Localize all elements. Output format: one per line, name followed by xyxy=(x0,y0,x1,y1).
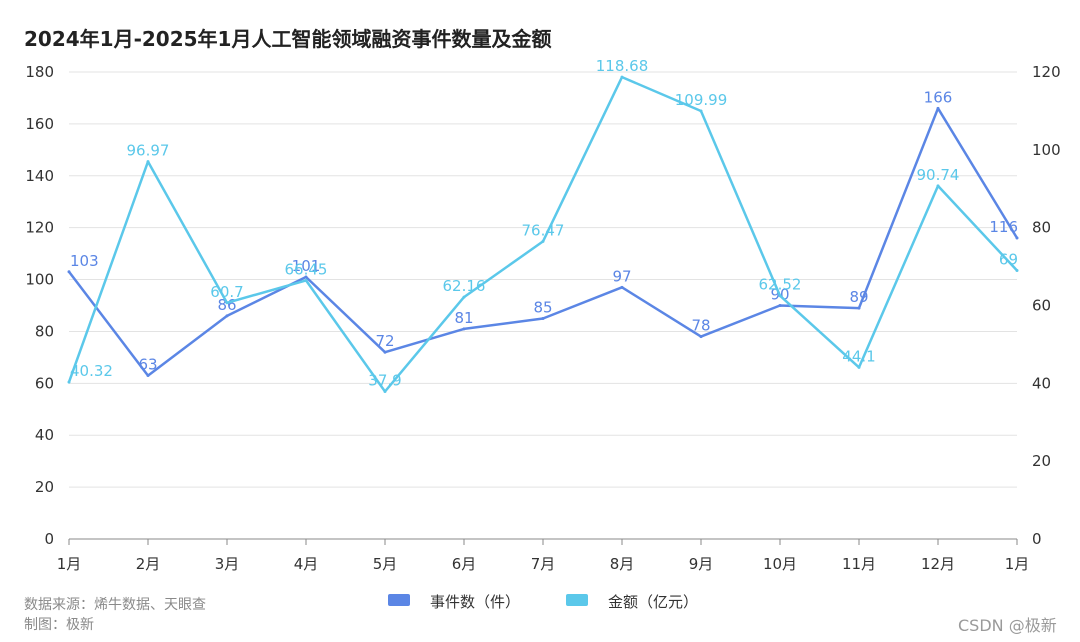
data-label: 62.52 xyxy=(759,276,802,294)
x-tick-label: 3月 xyxy=(215,555,240,573)
data-label: 72 xyxy=(375,332,394,350)
data-label: 44.1 xyxy=(842,347,875,365)
data-label: 37.9 xyxy=(368,372,401,390)
data-point xyxy=(778,304,782,307)
data-point xyxy=(383,390,387,394)
data-source-note: 数据来源：烯牛数据、天眼查 xyxy=(24,597,206,613)
legend-swatch-events xyxy=(388,594,410,606)
y-right-tick-label: 60 xyxy=(1032,297,1051,315)
x-tick-label: 8月 xyxy=(610,555,635,573)
x-tick-label: 10月 xyxy=(763,555,797,573)
data-label: 118.68 xyxy=(596,57,649,75)
data-point xyxy=(1015,236,1019,240)
data-point xyxy=(462,295,466,299)
data-point xyxy=(304,275,308,279)
data-label: 166 xyxy=(924,88,953,106)
data-label: 63 xyxy=(138,356,157,374)
data-point xyxy=(67,380,71,384)
data-label: 89 xyxy=(849,288,868,306)
y-left-tick-label: 0 xyxy=(44,530,54,548)
data-point xyxy=(620,75,624,79)
data-label: 116 xyxy=(989,218,1018,236)
x-tick-label: 7月 xyxy=(531,555,556,573)
x-tick-label: 2月 xyxy=(136,555,161,573)
y-left-tick-label: 180 xyxy=(25,63,54,81)
data-label: 81 xyxy=(454,309,473,327)
data-label: 69 xyxy=(999,250,1018,268)
x-tick-label: 6月 xyxy=(452,555,477,573)
x-tick-label: 12月 xyxy=(921,555,955,573)
data-point xyxy=(146,160,150,164)
x-axis: 1月 2月 3月 4月 5月 6月 7月 8月 9月 10月 11月 12月 1月 xyxy=(57,538,1030,573)
data-label: 103 xyxy=(70,252,99,270)
y-left-tick-label: 60 xyxy=(35,374,54,392)
data-point xyxy=(699,335,703,339)
data-point xyxy=(699,109,703,113)
data-label: 78 xyxy=(691,317,710,335)
x-tick-label: 5月 xyxy=(373,555,398,573)
data-label: 101 xyxy=(292,257,321,275)
data-point xyxy=(225,301,229,305)
x-tick-label: 11月 xyxy=(842,555,876,573)
x-tick-label: 9月 xyxy=(689,555,714,573)
legend-swatch-amount xyxy=(566,594,588,606)
data-label: 85 xyxy=(533,298,552,316)
data-label: 96.97 xyxy=(127,142,170,160)
data-label: 90.74 xyxy=(917,166,960,184)
y-right-tick-label: 80 xyxy=(1032,219,1051,237)
x-tick-label: 4月 xyxy=(294,555,319,573)
series-layer: 10363861017281859778908916611640.3296.97… xyxy=(67,57,1019,394)
data-label: 66.45 xyxy=(285,260,328,278)
data-point xyxy=(541,239,545,243)
data-point xyxy=(383,350,387,354)
y-left-tick-label: 20 xyxy=(35,478,54,496)
data-point xyxy=(857,365,861,369)
data-point xyxy=(225,314,229,318)
y-right-tick-label: 40 xyxy=(1032,374,1051,392)
data-point xyxy=(857,306,861,310)
y-left-tick-label: 160 xyxy=(25,115,54,133)
data-label: 62.16 xyxy=(443,277,486,295)
data-point xyxy=(936,184,940,188)
y-right-tick-label: 20 xyxy=(1032,452,1051,470)
data-point xyxy=(67,270,71,274)
data-label: 76.47 xyxy=(522,221,565,239)
legend-label-events: 事件数（件） xyxy=(430,593,520,611)
y-left-tick-label: 100 xyxy=(25,271,54,289)
author-note: 制图：极新 xyxy=(24,617,94,633)
x-tick-label: 1月 xyxy=(1005,555,1030,573)
data-point xyxy=(541,316,545,320)
y-left-tick-label: 40 xyxy=(35,426,54,444)
gridlines xyxy=(69,71,1017,488)
y-right-tick-label: 0 xyxy=(1032,530,1042,548)
data-point xyxy=(146,374,150,378)
data-point xyxy=(936,106,940,110)
data-point xyxy=(778,294,782,298)
data-label: 60.7 xyxy=(210,283,243,301)
data-point xyxy=(304,278,308,282)
watermark: CSDN @极新 xyxy=(958,616,1057,635)
data-point xyxy=(462,327,466,331)
y-right-tick-label: 100 xyxy=(1032,141,1061,159)
data-point xyxy=(620,285,624,289)
x-tick-label: 1月 xyxy=(57,555,82,573)
y-axis-left: 0 20 40 60 80 100 120 140 160 180 xyxy=(25,63,54,548)
data-label: 40.32 xyxy=(70,362,113,380)
data-label: 97 xyxy=(612,267,631,285)
y-left-tick-label: 80 xyxy=(35,322,54,340)
chart-title: 2024年1月-2025年1月人工智能领域融资事件数量及金额 xyxy=(24,27,551,51)
y-left-tick-label: 120 xyxy=(25,219,54,237)
data-point xyxy=(1015,268,1019,272)
y-right-tick-label: 120 xyxy=(1032,63,1061,81)
legend: 事件数（件） 金额（亿元） xyxy=(388,593,698,611)
data-label: 109.99 xyxy=(675,91,728,109)
y-left-tick-label: 140 xyxy=(25,167,54,185)
legend-label-amount: 金额（亿元） xyxy=(608,593,698,611)
y-axis-right: 0 20 40 60 80 100 120 xyxy=(1032,63,1061,548)
